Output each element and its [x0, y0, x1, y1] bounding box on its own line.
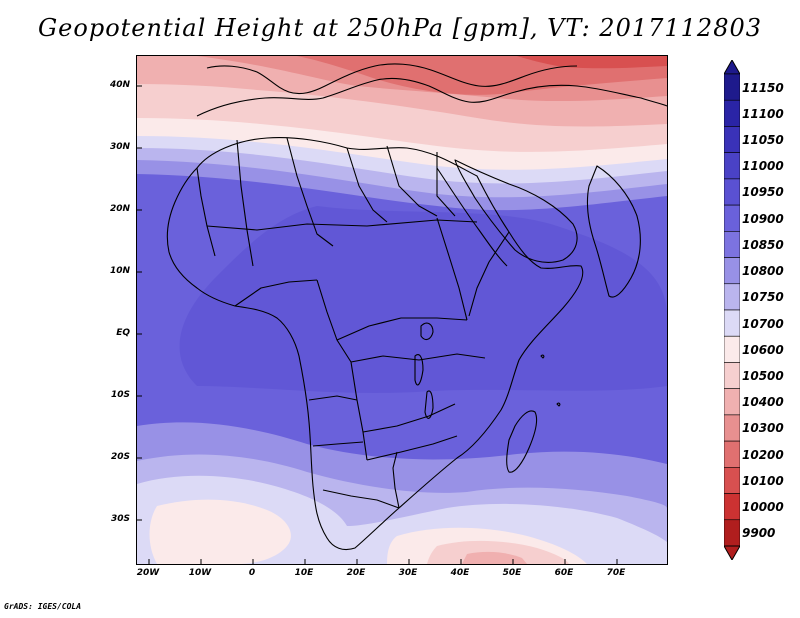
lon-label-60E: 60E — [554, 568, 574, 578]
colorbar-cell — [724, 467, 740, 494]
colorbar-label: 10900 — [742, 211, 784, 226]
colorbar-label: 11050 — [742, 133, 784, 147]
geopotential-map — [137, 56, 667, 564]
frame-ticks — [137, 85, 618, 564]
lon-label-30E: 30E — [398, 568, 418, 578]
lon-label-20W: 20W — [136, 568, 160, 578]
colorbar-label: 10500 — [742, 369, 784, 383]
colorbar-cell — [724, 178, 740, 206]
colorbar-cell — [724, 99, 740, 127]
lon-label-0: 0 — [248, 568, 256, 578]
chart-title: Geopotential Height at 250hPa [gpm], VT:… — [38, 14, 762, 42]
colorbar-label: 10400 — [742, 395, 784, 410]
colorbar-cell — [724, 231, 740, 258]
lat-label-20N: 20N — [109, 204, 130, 214]
colorbar-cell — [724, 362, 740, 389]
colorbar-label: 10700 — [742, 316, 784, 331]
colorbar-cell — [724, 493, 740, 521]
colorbar-label: 11150 — [742, 80, 784, 95]
field-band-10200 — [517, 56, 667, 69]
lat-label-40N: 40N — [109, 80, 130, 90]
lon-label-50E: 50E — [502, 568, 522, 578]
colorbar-label: 10100 — [742, 473, 784, 488]
colorbar-bottom-arrow — [724, 545, 740, 560]
colorbar-cell — [724, 126, 740, 153]
colorbar-cell — [724, 440, 740, 468]
colorbar-graphic — [724, 60, 740, 560]
colorbar-label: 10800 — [742, 264, 784, 279]
lat-label-10N: 10N — [109, 266, 130, 276]
credit-text: GrADS: IGES/COLA — [4, 602, 82, 611]
lon-label-40E: 40E — [450, 568, 470, 578]
field-south-10500 — [462, 551, 527, 564]
lon-label-10E: 10E — [294, 568, 314, 578]
colorbar-label: 10750 — [742, 290, 784, 305]
colorbar-top-arrow — [724, 60, 740, 75]
colorbar-label: 9900 — [742, 526, 776, 541]
colorbar-cell — [724, 519, 740, 547]
colorbar-label: 11100 — [742, 106, 784, 121]
lon-label-70E: 70E — [606, 568, 626, 578]
field-south-10700 — [149, 499, 291, 564]
lat-label-30S: 30S — [110, 514, 130, 524]
lat-label-30N: 30N — [109, 142, 130, 152]
colorbar-label: 10600 — [742, 342, 784, 357]
colorbar-cell — [724, 309, 740, 337]
map-panel — [136, 55, 668, 565]
lon-label-20E: 20E — [346, 568, 366, 578]
colorbar-label: 10300 — [742, 421, 784, 436]
colorbar-label: 10000 — [742, 500, 784, 515]
colorbar-cell — [724, 73, 740, 101]
colorbar-label: 11000 — [742, 159, 784, 174]
colorbar-label: 10950 — [742, 185, 784, 200]
colorbar-cell — [724, 335, 740, 363]
colorbar-cell — [724, 257, 740, 285]
colorbar-label: 10200 — [742, 447, 784, 462]
colorbar-cell — [724, 414, 740, 442]
lon-label-10W: 10W — [188, 568, 212, 578]
colorbar-cell — [724, 204, 740, 232]
colorbar-cell — [724, 283, 740, 311]
lat-label-20S: 20S — [110, 452, 130, 462]
colorbar-cell — [724, 152, 740, 180]
colorbar-cell — [724, 388, 740, 416]
coastlines — [166, 63, 667, 551]
field-core — [179, 206, 667, 393]
colorbar-label: 10850 — [742, 237, 784, 252]
lat-label-eq: EQ — [116, 328, 130, 338]
colorbar: 11150 11100 11050 11000 10950 10900 10850 10800… — [724, 60, 800, 560]
lat-label-10S: 10S — [110, 390, 130, 400]
